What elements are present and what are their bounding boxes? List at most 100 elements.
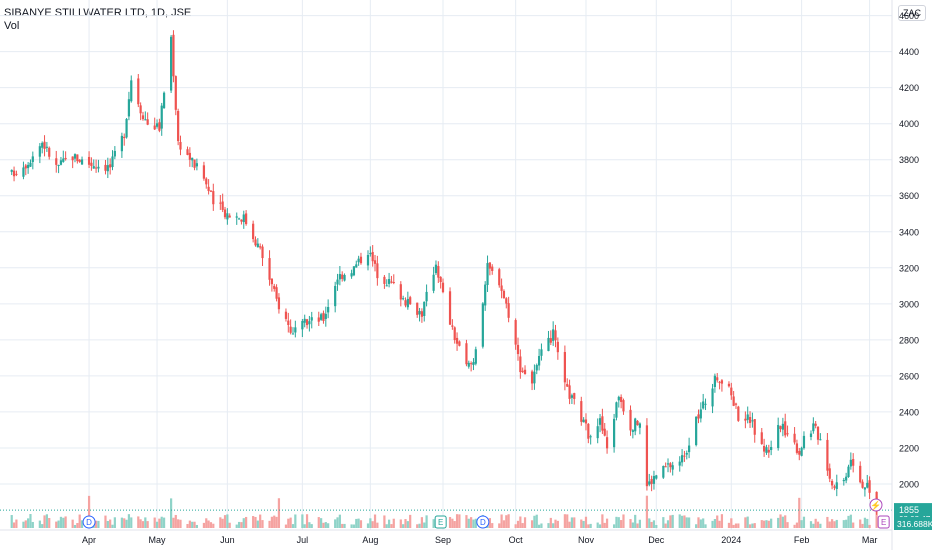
candle-body — [155, 123, 159, 127]
volume-bar — [334, 519, 337, 528]
event-marker-earnings: E — [434, 515, 447, 529]
volume-bar — [420, 517, 424, 528]
volume-bar — [826, 516, 829, 528]
candle-body — [519, 356, 522, 373]
candle-body — [650, 479, 653, 484]
volume-bar — [716, 515, 719, 528]
candle-body — [732, 396, 735, 406]
candle-body — [702, 401, 705, 409]
volume-bar — [620, 520, 623, 528]
volume-bar — [453, 521, 456, 528]
volume-bar — [664, 523, 667, 528]
volume-bar — [521, 523, 524, 528]
volume-bar — [537, 524, 541, 528]
volume-bar — [432, 519, 435, 528]
candle-body — [704, 403, 707, 405]
price-tick-label: 4400 — [899, 47, 919, 57]
volume-bar — [320, 518, 323, 528]
volume-bar — [366, 523, 370, 528]
volume-bar — [734, 523, 738, 528]
volume-bar — [193, 521, 196, 528]
volume-bar — [273, 515, 276, 528]
price-tick-label: 3800 — [899, 155, 919, 165]
candle-body — [308, 321, 311, 325]
time-tick-label: Aug — [362, 535, 378, 545]
volume-bar — [685, 517, 688, 528]
candle-body — [43, 141, 46, 149]
volume-bar — [109, 519, 112, 528]
marker-shape — [434, 515, 447, 529]
volume-bar — [465, 515, 468, 528]
candle-body — [763, 445, 766, 452]
volume-bar — [809, 521, 813, 528]
candle-body — [29, 162, 32, 167]
time-tick-label: Dec — [648, 535, 665, 545]
candle-body — [334, 285, 337, 307]
volume-bar — [530, 520, 534, 528]
candle-body — [130, 80, 133, 102]
candle-body — [441, 282, 445, 293]
candle-body — [664, 466, 667, 468]
candle-body — [629, 409, 632, 431]
candle-body — [324, 313, 327, 319]
candle-body — [64, 157, 67, 160]
candle-body — [322, 312, 325, 321]
price-tick-label: 3400 — [899, 227, 919, 237]
candle-body — [669, 463, 672, 468]
volume-bar — [343, 523, 346, 528]
candle-body — [505, 298, 508, 304]
volume-bar — [341, 523, 344, 528]
volume-bar — [617, 517, 620, 528]
volume-bar — [744, 517, 747, 528]
volume-bar — [582, 520, 585, 528]
volume-bar — [31, 521, 34, 528]
price-tick-label: 4600 — [899, 11, 919, 21]
volume-bar — [409, 514, 412, 528]
candle-body — [746, 414, 749, 420]
candle-body — [256, 243, 259, 248]
volume-bar — [221, 518, 224, 528]
candle-body — [287, 320, 290, 326]
price-tick-label: 3200 — [899, 263, 919, 273]
time-tick-label: Apr — [82, 535, 96, 545]
volume-bar — [291, 524, 295, 528]
volume-bar — [655, 524, 658, 528]
volume-bar — [127, 514, 131, 528]
volume-bar — [202, 522, 206, 528]
volume-bar — [819, 523, 822, 528]
candle-body — [223, 209, 227, 218]
volume-bar — [814, 518, 817, 528]
candle-body — [861, 481, 864, 488]
candle-body — [385, 285, 388, 287]
candle-body — [359, 256, 363, 264]
volume-bar — [373, 514, 377, 528]
volume-bar — [139, 519, 142, 528]
candle-body — [109, 164, 112, 168]
candle-body — [106, 165, 109, 172]
marker-letter: D — [480, 518, 486, 527]
volume-bar — [188, 520, 191, 528]
candle-body — [488, 262, 491, 269]
time-tick-label: Oct — [509, 535, 524, 545]
candle-body — [535, 365, 538, 371]
candle-body — [666, 463, 670, 465]
volume-bar — [802, 516, 806, 528]
candle-body — [153, 125, 156, 130]
candle-body — [830, 481, 834, 486]
volume-bar — [470, 517, 473, 528]
volume-bar — [730, 518, 733, 528]
volume-bar — [763, 520, 766, 528]
volume-bar — [305, 514, 309, 528]
candle-body — [655, 475, 658, 479]
candle-body — [10, 169, 13, 172]
volume-bar — [418, 523, 421, 528]
volume-bar — [702, 518, 705, 528]
volume-bar — [310, 524, 313, 528]
volume-bar — [650, 521, 653, 528]
candle-body — [80, 159, 84, 165]
volume-bar — [71, 519, 74, 528]
time-tick-label: May — [149, 535, 167, 545]
volume-bar — [622, 514, 625, 528]
currency-button[interactable]: ZAC — [898, 5, 926, 21]
